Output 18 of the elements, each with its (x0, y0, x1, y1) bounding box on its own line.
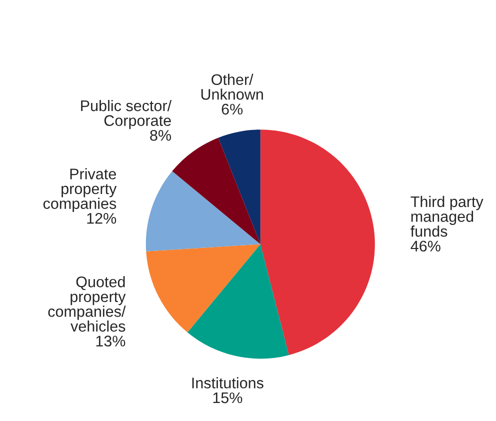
slice-label: Private property companies (43, 168, 117, 212)
slice-label: Other/ Unknown (201, 74, 263, 100)
data-label: 15% (213, 392, 242, 404)
slice-label: Public sector/ Corporate (81, 100, 172, 130)
pie-slice (187, 244, 289, 359)
pie-slice (172, 138, 260, 244)
data-label: 13% (96, 336, 126, 346)
data-label: 6% (222, 104, 243, 115)
data-label: 46% (410, 240, 440, 252)
pie-slice (146, 244, 260, 332)
data-label: 12% (87, 212, 116, 224)
data-label: 8% (150, 130, 172, 141)
slice-label: Institutions (192, 377, 264, 388)
slice-label: Third party managed funds (410, 196, 484, 237)
pie-slice (260, 130, 375, 356)
pie-slice (218, 130, 260, 244)
pie-slice (146, 171, 260, 252)
slice-label: Quoted property companies/ vehicles (48, 276, 126, 332)
